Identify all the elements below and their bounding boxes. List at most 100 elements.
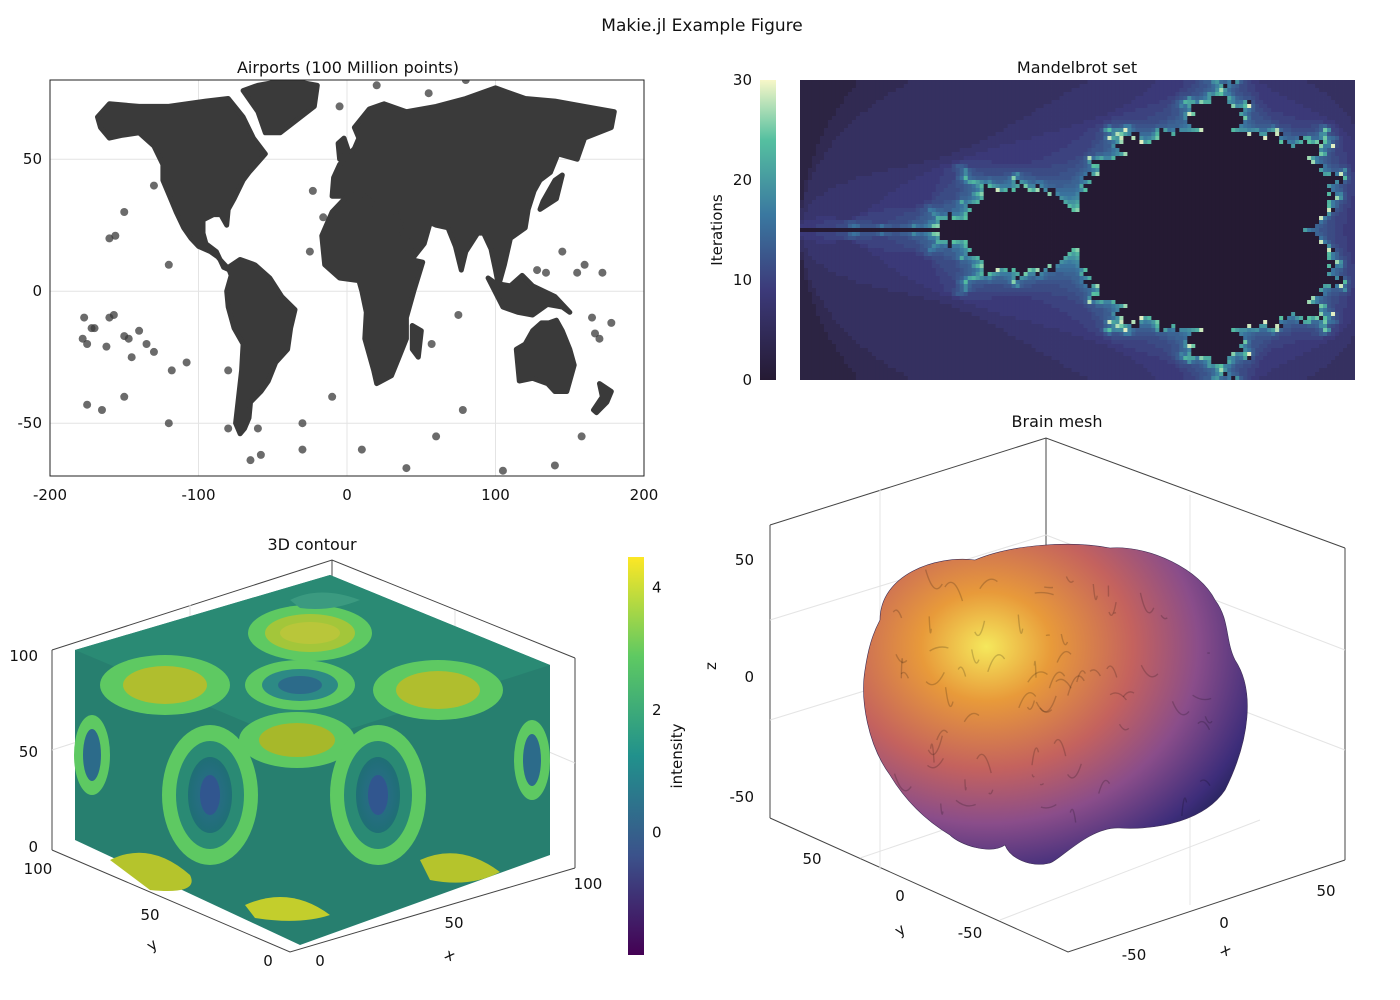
mandelbrot-cell [1223,96,1228,101]
mandelbrot-cell [1203,120,1208,125]
mandelbrot-cell [1223,104,1228,109]
mandelbrot-cell [911,160,917,165]
mandelbrot-cell [959,216,965,221]
mandelbrot-cell [1151,172,1156,177]
mandelbrot-cell [1331,112,1336,117]
mandelbrot-cell [919,196,925,201]
airport-point [167,366,176,375]
mandelbrot-cell [959,124,965,129]
mandelbrot-cell [1239,144,1244,149]
mandelbrot-cell [979,164,985,169]
mandelbrot-cell [831,120,837,125]
mandelbrot-cell [1207,152,1212,157]
mandelbrot-cell [1095,84,1100,89]
mandelbrot-cell [1267,184,1272,189]
airport-point [80,313,89,322]
mandelbrot-cell [991,144,997,149]
mandelbrot-cell [839,128,845,133]
mandelbrot-cell [1167,216,1172,221]
mandelbrot-cell [843,180,849,185]
mandelbrot-cell [1007,168,1013,173]
mandelbrot-cell [1183,88,1188,93]
mandelbrot-cell [955,108,961,113]
mandelbrot-cell [1047,164,1052,169]
mandelbrot-cell [1219,104,1224,109]
mandelbrot-cell [1263,80,1268,85]
mandelbrot-cell [1255,172,1260,177]
mandelbrot-cell [1139,196,1144,201]
mandelbrot-cell [1179,148,1184,153]
mandelbrot-cell [1347,112,1352,117]
mandelbrot-cell [1055,184,1060,189]
mandelbrot-cell [823,152,829,157]
mandelbrot-cell [1091,164,1096,169]
mandelbrot-cell [923,184,929,189]
mandelbrot-cell [1035,136,1040,141]
mandelbrot-cell [1207,108,1212,113]
mandelbrot-cell [1095,156,1100,161]
mandelbrot-cell [1271,200,1276,205]
mandelbrot-cell [1055,152,1060,157]
mandelbrot-cell [1271,168,1276,173]
mandelbrot-cell [1267,104,1272,109]
mandelbrot-cell [1035,156,1040,161]
mandelbrot-cell [1167,204,1172,209]
mandelbrot-cell [1075,100,1080,105]
mandelbrot-cell [859,172,865,177]
mandelbrot-cell [1279,156,1284,161]
mandelbrot-cell [1295,192,1300,197]
mandelbrot-cell [951,124,957,129]
mandelbrot-cell [1219,84,1224,89]
mandelbrot-cell [839,176,845,181]
mandelbrot-cell [1239,96,1244,101]
mandelbrot-cell [1083,164,1088,169]
mandelbrot-cell [1291,112,1296,117]
mandelbrot-cell [1123,176,1128,181]
mandelbrot-cell [1175,104,1180,109]
mandelbrot-cell [947,160,953,165]
mandelbrot-cell [919,212,925,217]
mandelbrot-cell [943,176,949,181]
mandelbrot-cell [1211,184,1216,189]
mandelbrot-cell [1047,128,1052,133]
mandelbrot-cell [931,172,937,177]
mandelbrot-cell [1015,164,1020,169]
mandelbrot-cell [1319,172,1324,177]
mandelbrot-cell [923,220,929,225]
mandelbrot-cell [1099,212,1104,217]
mandelbrot-cell [1075,140,1080,145]
mandelbrot-cell [899,80,905,85]
mandelbrot-cell [907,144,913,149]
mandelbrot-cell [1235,168,1240,173]
mandelbrot-cell [1343,100,1348,105]
mandelbrot-cell [819,136,825,141]
mandelbrot-cell [1179,96,1184,101]
mandelbrot-cell [1151,208,1156,213]
mandelbrot-cell [1295,164,1300,169]
mandelbrot-cell [1095,140,1100,145]
mandelbrot-cell [1167,168,1172,173]
mandelbrot-cell [1295,204,1300,209]
mandelbrot-cell [883,120,889,125]
mandelbrot-cell [1311,156,1316,161]
mandelbrot-cell [859,116,865,121]
mandelbrot-cell [1231,168,1236,173]
mandelbrot-cell [851,120,857,125]
mandelbrot-cell [1203,144,1208,149]
mandelbrot-cell [819,200,825,205]
mandelbrot-cell [1291,180,1296,185]
mandelbrot-cell [835,128,841,133]
mandelbrot-cell [1191,84,1196,89]
mandelbrot-cell [1031,92,1036,97]
mandelbrot-cell [847,144,853,149]
mandelbrot-cell [899,220,905,225]
mandelbrot-cell [927,132,933,137]
mandelbrot-cell [1163,208,1168,213]
mandelbrot-cell [1287,168,1292,173]
mandelbrot-cell [1159,124,1164,129]
mandelbrot-cell [839,200,845,205]
mandelbrot-cell [1259,204,1264,209]
mandelbrot-cell [1239,196,1244,201]
mandelbrot-cell [959,156,965,161]
mandelbrot-cell [1039,88,1044,93]
